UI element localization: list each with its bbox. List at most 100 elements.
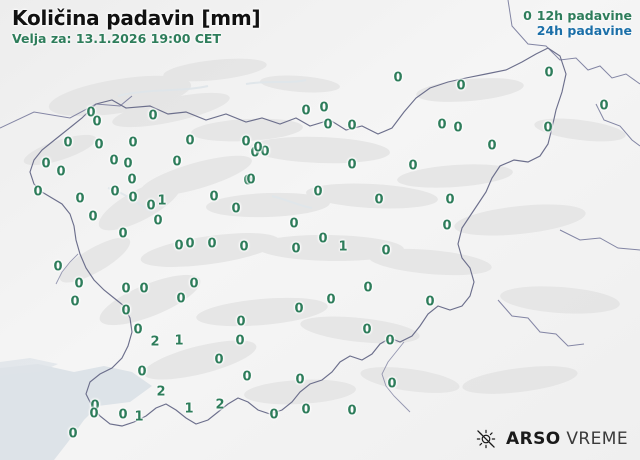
- relief-shading: [23, 58, 626, 405]
- station-value: 0: [242, 369, 252, 385]
- station-value: 0: [260, 144, 270, 160]
- station-value: 0: [487, 138, 497, 154]
- station-value: 0: [185, 236, 195, 252]
- station-value: 0: [291, 241, 301, 257]
- station-value: 0: [301, 103, 311, 119]
- station-value: 0: [250, 145, 260, 161]
- station-value: 0: [363, 280, 373, 296]
- station-value: 0: [301, 402, 311, 418]
- station-value: 0: [121, 303, 131, 319]
- station-value: 0: [214, 352, 224, 368]
- station-value: 0: [295, 372, 305, 388]
- logo-text-bold: ARSO: [506, 429, 561, 449]
- legend-row-12h: 0 12h padavine: [523, 8, 632, 23]
- station-value: 0: [92, 114, 102, 130]
- station-value: 0: [425, 294, 435, 310]
- station-value: 0: [385, 333, 395, 349]
- station-value: 0: [231, 201, 241, 217]
- station-value: 0: [33, 184, 43, 200]
- station-value: 0: [294, 301, 304, 317]
- station-value: 1: [157, 193, 167, 209]
- legend-row-24h: 0 24h padavine: [523, 23, 632, 38]
- station-value: 0: [207, 236, 217, 252]
- station-value: 0: [599, 98, 609, 114]
- station-value: 0: [544, 65, 554, 81]
- station-value: 0: [110, 184, 120, 200]
- station-value: 0: [313, 184, 323, 200]
- station-value: 0: [74, 276, 84, 292]
- station-value: 0: [323, 117, 333, 133]
- station-value: 0: [318, 231, 328, 247]
- station-value: 0: [133, 322, 143, 338]
- station-value: 0: [75, 191, 85, 207]
- station-value: 0: [146, 198, 156, 214]
- neighbour-borders: [0, 0, 640, 347]
- station-value: 0: [128, 135, 138, 151]
- station-value: 0: [319, 100, 329, 116]
- station-value: 0: [94, 137, 104, 153]
- logo-text-light: VREME: [566, 429, 628, 449]
- station-value: 0: [121, 281, 131, 297]
- legend: 0 12h padavine 0 24h padavine: [523, 8, 632, 38]
- station-value: 0: [347, 157, 357, 173]
- station-value: 0: [88, 209, 98, 225]
- station-value: 0: [543, 120, 553, 136]
- station-value: 0: [442, 218, 452, 234]
- station-value: 0: [235, 333, 245, 349]
- station-value: 0: [137, 364, 147, 380]
- station-value: 0: [86, 105, 96, 121]
- station-value: 1: [174, 333, 184, 349]
- station-value: 2: [156, 384, 166, 400]
- station-value: 0: [408, 158, 418, 174]
- legend-sample-12h: 0: [523, 8, 532, 23]
- station-value: 0: [63, 135, 73, 151]
- station-value: 0: [269, 407, 279, 423]
- station-value: 2: [150, 334, 160, 350]
- rivers-layer: [107, 79, 313, 213]
- station-value: 0: [176, 291, 186, 307]
- station-value: 0: [456, 78, 466, 94]
- station-value: 0: [118, 226, 128, 242]
- station-value: 0: [172, 154, 182, 170]
- station-value: 0: [236, 314, 246, 330]
- station-value: 0: [128, 190, 138, 206]
- station-value: 0: [90, 398, 100, 414]
- station-value: 0: [127, 172, 137, 188]
- station-value: 0: [253, 140, 263, 156]
- station-value: 0: [246, 172, 256, 188]
- station-value: 0: [209, 189, 219, 205]
- station-value: 0: [41, 156, 51, 172]
- station-value: 0: [139, 281, 149, 297]
- station-value: 0: [89, 406, 99, 422]
- station-value: 0: [453, 120, 463, 136]
- adriatic-sea: [0, 358, 152, 460]
- station-value: 0: [381, 243, 391, 259]
- sun-rays-icon: [476, 429, 496, 449]
- station-value: 0: [387, 376, 397, 392]
- station-value: 0: [148, 108, 158, 124]
- station-value: 2: [215, 397, 225, 413]
- station-value: 0: [56, 164, 66, 180]
- station-value: 0: [174, 238, 184, 254]
- station-value: 1: [338, 239, 348, 255]
- station-value: 0: [70, 294, 80, 310]
- station-value: 0: [289, 216, 299, 232]
- station-value: 0: [347, 118, 357, 134]
- station-value: 0: [243, 173, 253, 189]
- station-value: 0: [239, 239, 249, 255]
- station-value: 0: [374, 192, 384, 208]
- station-value: 0: [445, 192, 455, 208]
- legend-label-12h: 12h padavine: [536, 8, 632, 23]
- station-value: 0: [53, 259, 63, 275]
- station-value: 0: [68, 426, 78, 442]
- station-value: 0: [185, 133, 195, 149]
- arso-vreme-logo: ARSO VREME: [475, 428, 628, 450]
- station-value: 0: [326, 292, 336, 308]
- station-value: 0: [189, 276, 199, 292]
- station-value: 0: [123, 156, 133, 172]
- station-value: 0: [153, 213, 163, 229]
- logo-text: ARSO VREME: [506, 429, 628, 449]
- station-value: 0: [362, 322, 372, 338]
